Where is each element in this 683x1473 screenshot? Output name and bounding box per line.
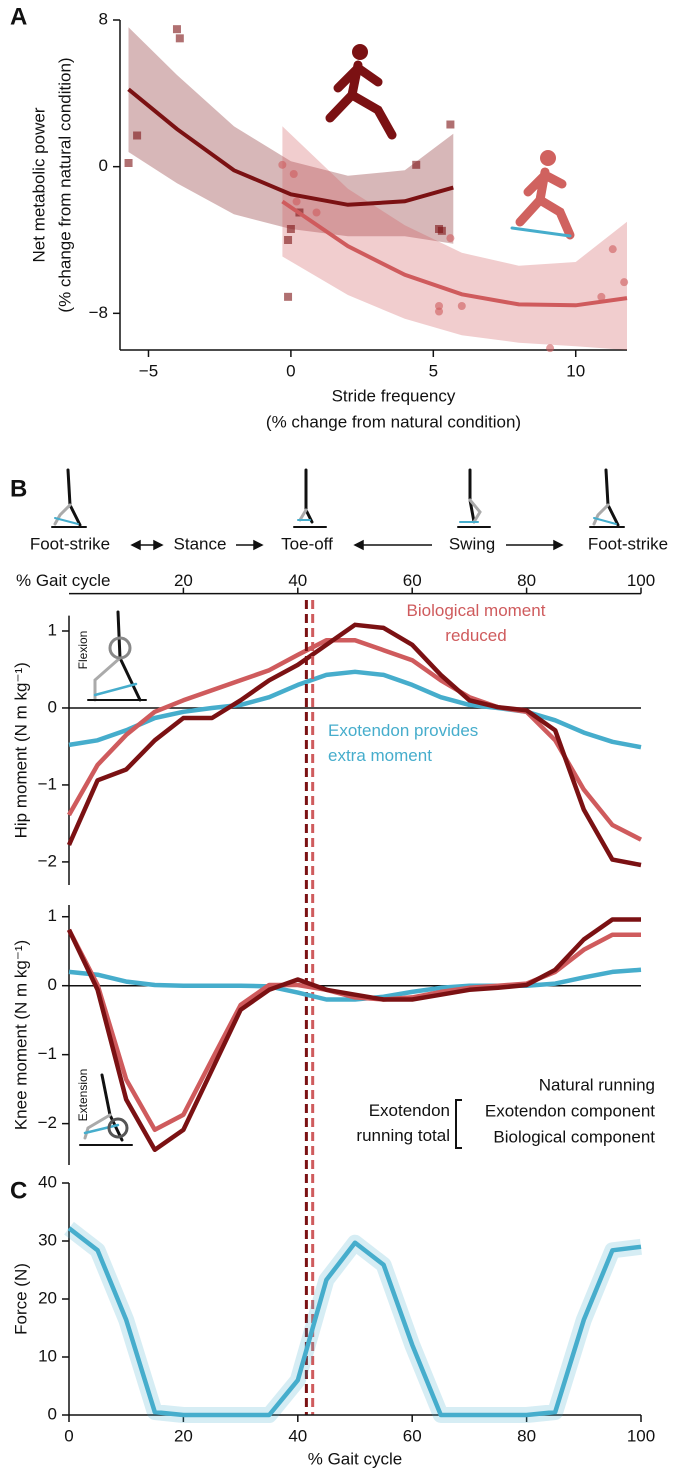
confidence-band [282,126,627,350]
data-point [286,225,295,233]
x-tick-label: 20 [174,571,193,590]
panel-label: B [10,475,27,502]
fit-line [281,199,628,308]
data-point [446,234,455,243]
data-point [597,292,606,301]
legend-entry: Biological component [493,1127,655,1146]
icon-label: Flexion [76,631,90,670]
x-tick-label: 100 [627,1426,655,1445]
y-axis-title: Net metabolic power [29,107,48,262]
series-line [66,917,641,1153]
x-tick-label: 60 [403,1426,422,1445]
x-tick-label: 20 [174,1426,193,1445]
legend-bracket [455,1099,462,1149]
x-tick-label: 0 [286,361,295,380]
data-point [546,344,555,353]
leg-icons [51,468,625,1146]
phase-label: Swing [449,534,495,553]
y-tick-label: 40 [38,1172,57,1191]
x-tick-label: 5 [429,361,438,380]
data-point [284,292,293,301]
data-point [133,131,142,140]
x-tick-label: 40 [288,571,307,590]
data-point [172,25,181,34]
x-tick-label: −5 [139,361,158,380]
x-tick-label: 60 [403,571,422,590]
data-point [608,245,617,254]
y-tick-label: −1 [38,774,57,793]
x-tick-label: 80 [517,1426,536,1445]
data-point [124,159,133,167]
y-tick-label: 30 [38,1230,57,1249]
y-tick-label: −2 [38,851,57,870]
y-tick-label: 1 [48,620,57,639]
y-axis-title: Force (N) [11,1263,30,1335]
x-tick-label: 10 [566,361,585,380]
data-point [292,197,301,206]
y-tick-label: 1 [48,906,57,925]
data-point [289,170,298,178]
data-point [435,302,444,310]
x-tick-label: 0 [64,1426,73,1445]
data-point [412,160,421,169]
phase-label: Toe-off [281,534,333,553]
data-point [446,120,455,129]
phase-label: Foot-strike [30,534,110,553]
x-tick-label: 80 [517,571,536,590]
y-axis-title: (% change from natural condition) [55,57,74,312]
x-axis-title: Stride frequency [332,386,456,405]
x-axis-title: % Gait cycle [16,571,110,590]
series-line [67,1226,642,1418]
series-line [66,622,642,868]
y-tick-label: −8 [89,303,108,322]
data-point [278,160,287,169]
y-tick-label: 10 [38,1346,57,1365]
data-point [175,34,184,43]
data-point [435,307,444,316]
confidence-band [128,27,454,244]
panel-label: C [10,1177,27,1204]
x-tick-label: 40 [288,1426,307,1445]
y-tick-label: 0 [48,1404,57,1423]
panel-label: A [10,3,27,30]
icon-label: Extension [76,1069,90,1122]
runner-icons [325,44,575,240]
y-tick-label: 0 [48,697,57,716]
y-tick-label: 20 [38,1288,57,1307]
x-tick-label: 100 [627,571,655,590]
legend-entry: Natural running [539,1075,655,1094]
data-point [437,226,446,235]
y-tick-label: 0 [99,156,108,175]
legend-entry: Exotendon component [485,1101,655,1120]
series-spread [64,1221,642,1423]
series-line [67,637,643,842]
data-point [284,236,293,244]
annotation: Exotendon provides extra moment [328,721,479,765]
phase-label: Foot-strike [588,534,668,553]
phase-label: Stance [174,534,227,553]
y-tick-label: 8 [99,9,108,28]
data-point [457,302,466,310]
y-tick-label: 0 [48,975,57,994]
y-axis-title: Hip moment (N m kg⁻¹) [11,662,30,838]
series-line [68,669,642,750]
x-axis-title: (% change from natural condition) [266,412,521,431]
y-axis-title: Knee moment (N m kg⁻¹) [11,940,30,1130]
y-tick-label: −2 [38,1113,57,1132]
fit-line [127,87,454,207]
data-point [312,208,321,217]
data-point [620,278,629,287]
annotation: Biological moment reduced [406,601,546,645]
y-tick-label: −1 [38,1044,57,1063]
legend-group-label: Exotendon running total [356,1101,450,1145]
x-axis-title: % Gait cycle [308,1449,402,1468]
phase-arrows [130,539,564,551]
